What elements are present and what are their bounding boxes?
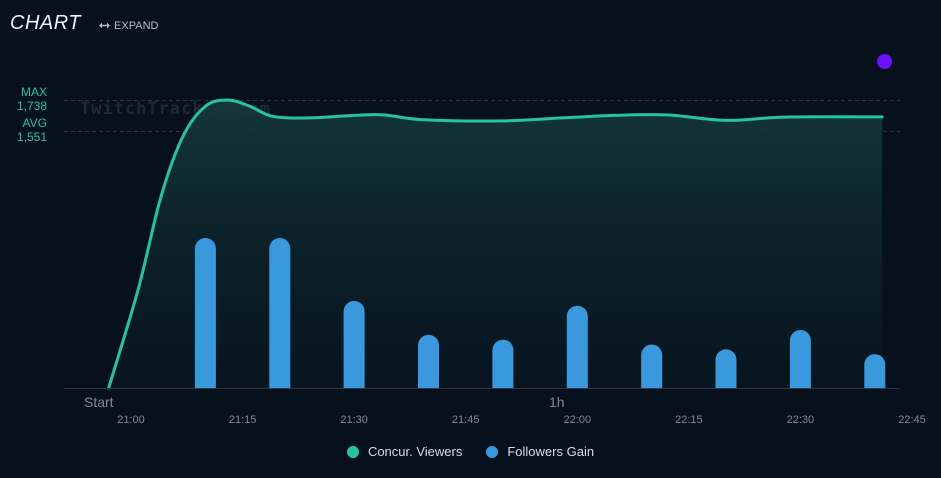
followers-bar[interactable] — [641, 344, 663, 389]
legend-followers[interactable]: Followers Gain — [486, 444, 594, 459]
followers-bar[interactable] — [269, 238, 291, 388]
legend-viewers-label: Concur. Viewers — [367, 444, 463, 459]
followers-bar[interactable] — [715, 349, 737, 388]
followers-bar[interactable] — [864, 354, 886, 388]
followers-bar[interactable] — [194, 238, 216, 388]
followers-bar[interactable] — [343, 300, 365, 388]
legend-followers-dot — [486, 445, 499, 458]
legend-followers-label: Followers Gain — [507, 444, 595, 459]
followers-bar[interactable] — [789, 329, 811, 388]
horizontal-arrows-icon — [99, 22, 111, 29]
legend-viewers-dot — [346, 445, 359, 458]
legend-viewers[interactable]: Concur. Viewers — [346, 444, 463, 459]
viewers-line — [107, 98, 884, 390]
followers-bar[interactable] — [566, 305, 588, 388]
chart-title: CHART — [10, 12, 82, 34]
x-tick-label: 22:00 — [564, 414, 592, 426]
expand-button[interactable]: EXPAND — [99, 20, 158, 32]
max-label: MAX — [20, 85, 47, 99]
live-marker-dot — [877, 54, 892, 69]
avg-value: 1,551 — [16, 130, 47, 144]
x-tick-label: 21:45 — [452, 414, 480, 426]
followers-bar[interactable] — [418, 334, 439, 388]
x-start-label: Start — [84, 394, 114, 410]
expand-label: EXPAND — [114, 19, 159, 32]
followers-bar[interactable] — [492, 339, 514, 388]
avg-label: AVG — [22, 116, 47, 130]
max-value: 1,738 — [16, 99, 47, 113]
viewers-area — [108, 100, 883, 388]
x-tick-label: 21:15 — [229, 414, 257, 426]
x-tick-label: 22:30 — [787, 414, 815, 426]
x-tick-label: 22:15 — [675, 414, 703, 426]
x-tick-label: 22:45 — [898, 414, 926, 426]
x-tick-label: 21:00 — [117, 414, 145, 426]
stream-chart: TwitchTracker.com Start 1h 21:00 21:15 21:… — [64, 54, 926, 426]
x-tick-label: 21:30 — [340, 414, 368, 426]
x-hour-label: 1h — [549, 394, 565, 410]
